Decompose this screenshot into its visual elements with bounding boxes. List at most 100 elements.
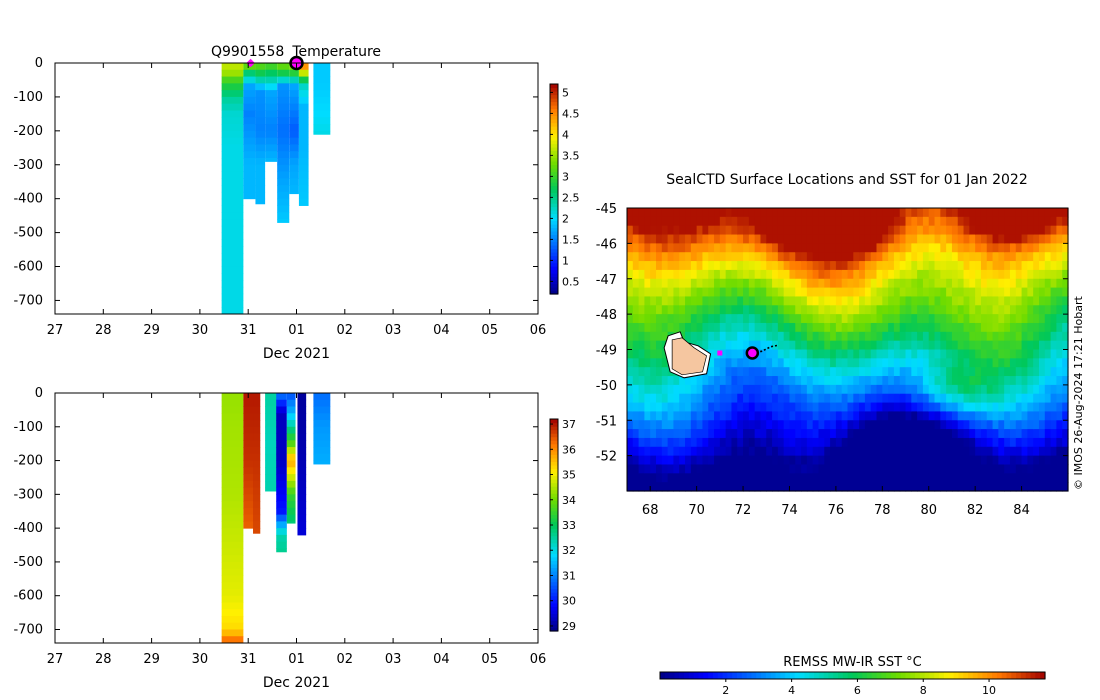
sst-cell (911, 225, 918, 236)
sst-cell (1044, 340, 1052, 351)
sst-cell (702, 243, 709, 253)
sst-cell (905, 429, 912, 439)
sst-cell (986, 446, 994, 457)
sst-cell (899, 420, 907, 430)
sst-cell (824, 464, 831, 474)
sst-cell (899, 358, 907, 368)
profile-cell (221, 76, 244, 84)
sst-cell (841, 208, 849, 218)
sst-cell (1021, 216, 1028, 227)
sst-cell (725, 420, 733, 430)
sst-cell (859, 278, 866, 289)
colorbar-segment (717, 672, 724, 679)
sst-cell (893, 429, 901, 439)
sst-cell (986, 358, 994, 368)
sst-cell (708, 384, 715, 395)
sst-cell (963, 208, 970, 218)
colorbar-segment (987, 672, 993, 679)
sst-cell (888, 287, 895, 298)
map-x-tick-label: 70 (688, 503, 705, 518)
sst-cell (969, 437, 976, 448)
sst-cell (667, 393, 675, 404)
sst-cell (951, 340, 959, 351)
profile-cell (253, 413, 261, 421)
profile-column (255, 63, 266, 205)
profile-cell (313, 453, 331, 462)
profile-cell (265, 157, 278, 162)
x-tick-label: 06 (530, 652, 547, 667)
sst-cell (835, 261, 843, 271)
sst-cell (1027, 278, 1034, 289)
sst-cell (893, 420, 901, 430)
sst-cell (1009, 358, 1017, 368)
sst-cell (876, 384, 883, 395)
map-y-tick-label: -50 (596, 379, 617, 394)
sst-cell (888, 464, 895, 474)
sst-cell (719, 340, 727, 351)
sst-cell (818, 420, 825, 430)
sst-cell (656, 473, 663, 483)
sst-cell (870, 340, 878, 351)
sst-cell (882, 464, 889, 474)
sst-cell (911, 252, 918, 262)
sst-cell (754, 305, 762, 315)
sst-cell (760, 225, 767, 236)
sst-cell (830, 225, 837, 236)
sst-cell (644, 437, 651, 448)
sst-cell (708, 287, 715, 298)
sst-cell (1033, 455, 1040, 466)
sst-cell (864, 252, 872, 262)
colorbar-segment (852, 672, 858, 679)
sst-cell (760, 234, 767, 244)
profile-cell (255, 130, 266, 139)
profile-cell (313, 447, 331, 455)
sst-cell (667, 473, 675, 483)
profile-cell (313, 460, 331, 465)
sst-cell (754, 252, 762, 262)
sst-cell (1038, 384, 1046, 395)
sst-cell (627, 278, 634, 289)
sst-cell (719, 411, 727, 421)
sst-cell (905, 446, 912, 457)
sst-cell (998, 358, 1005, 368)
x-tick-label: 01 (288, 323, 305, 338)
sst-cell (1050, 278, 1057, 289)
sst-cell (766, 216, 773, 227)
sst-cell (1056, 455, 1063, 466)
sst-cell (783, 393, 791, 404)
sst-cell (841, 340, 849, 351)
sst-cell (702, 455, 709, 466)
sst-cell (853, 376, 860, 386)
sst-cell (812, 243, 820, 253)
sst-cell (1033, 234, 1040, 244)
sst-cell (876, 234, 883, 244)
sst-cell (714, 314, 721, 324)
sst-cell (725, 340, 733, 351)
sst-cell (922, 411, 930, 421)
sst-cell (638, 243, 646, 253)
sst-cell (1062, 464, 1069, 474)
sst-cell (975, 482, 982, 492)
sst-cell (1015, 322, 1023, 333)
sst-cell (864, 420, 872, 430)
sst-cell (917, 464, 924, 474)
profile-cell (276, 460, 287, 468)
profile-cell (276, 406, 287, 414)
profile-cell (298, 90, 309, 98)
map-x-tick-label: 76 (828, 503, 845, 518)
sst-cell (806, 322, 814, 333)
sst-cell (835, 429, 843, 439)
sst-cell (917, 252, 924, 262)
sst-cell (888, 269, 895, 280)
sst-cell (719, 349, 727, 359)
sst-cell (760, 429, 767, 439)
x-tick-label: 29 (143, 652, 160, 667)
sst-cell (748, 340, 756, 351)
sst-cell (777, 216, 785, 227)
sst-cell (969, 296, 976, 306)
profile-cell (298, 63, 309, 71)
sst-cell (731, 340, 738, 351)
sst-cell (1038, 322, 1046, 333)
sst-cell (1056, 349, 1063, 359)
sst-cell (696, 455, 704, 466)
